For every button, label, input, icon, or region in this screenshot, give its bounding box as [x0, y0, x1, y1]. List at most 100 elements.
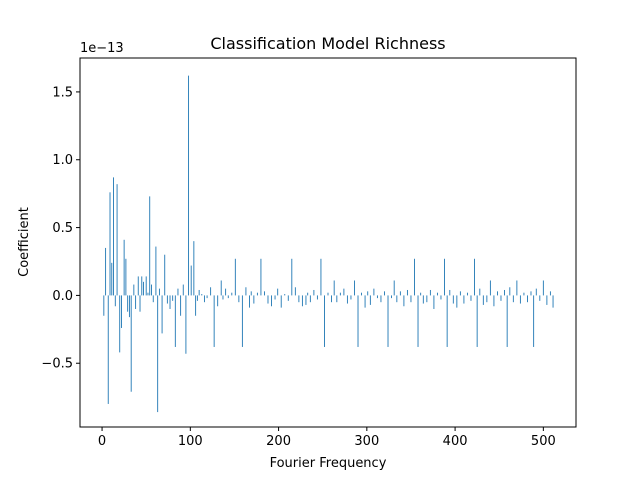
bar — [137, 276, 139, 296]
bar — [367, 291, 369, 296]
bar — [523, 292, 525, 296]
bar — [164, 254, 166, 296]
bar — [512, 295, 514, 303]
bar — [139, 295, 141, 312]
bar — [225, 288, 227, 296]
x-tick-label: 400 — [443, 434, 468, 449]
bar — [107, 295, 109, 404]
bar — [516, 280, 518, 296]
bar — [343, 288, 345, 296]
bar — [250, 291, 252, 296]
x-tick-label: 100 — [178, 434, 203, 449]
bar — [227, 295, 229, 299]
y-tick-label: 0.5 — [52, 221, 73, 236]
bar — [489, 280, 491, 296]
bar — [350, 295, 352, 300]
bar — [203, 295, 205, 303]
bar — [307, 292, 309, 296]
bar — [169, 295, 171, 309]
bar — [172, 295, 174, 301]
bar — [354, 280, 355, 296]
bar — [152, 295, 154, 303]
bar — [135, 295, 137, 309]
bar — [264, 291, 265, 296]
bar — [298, 295, 300, 303]
bar — [384, 291, 385, 296]
x-tick-label: 500 — [531, 434, 556, 449]
y-tick-label: −0.5 — [41, 357, 73, 372]
bar — [535, 288, 537, 296]
bar — [141, 276, 143, 296]
bar — [158, 288, 160, 296]
bar — [482, 295, 484, 305]
bar — [364, 295, 366, 308]
bar — [474, 258, 475, 296]
bar — [155, 246, 157, 296]
bar — [373, 288, 375, 296]
bar — [147, 292, 149, 296]
bar — [284, 294, 286, 296]
bar — [222, 295, 224, 300]
bar — [145, 276, 147, 296]
bar — [420, 292, 422, 296]
bar — [500, 295, 502, 301]
bar — [294, 287, 296, 296]
bar — [103, 295, 105, 316]
bar — [177, 288, 179, 296]
bar — [143, 281, 144, 296]
bar — [506, 295, 508, 347]
bar — [231, 292, 233, 296]
bar — [193, 241, 195, 296]
bar — [339, 292, 341, 296]
bar — [417, 295, 419, 347]
bar — [128, 295, 130, 318]
bar — [201, 294, 203, 296]
bar — [166, 295, 168, 304]
x-ticks-group: 0 100 200 300 400 500 — [98, 427, 556, 449]
bar — [313, 289, 315, 296]
bar — [249, 295, 250, 308]
bar — [403, 295, 405, 307]
bar — [519, 295, 521, 304]
bar — [190, 265, 192, 296]
bar — [380, 295, 382, 303]
bar — [476, 295, 478, 347]
bar — [320, 258, 322, 296]
bar — [324, 295, 325, 347]
bar — [399, 291, 401, 296]
bar — [174, 295, 176, 347]
x-tick-label: 200 — [266, 434, 291, 449]
bar — [429, 289, 431, 296]
bar — [133, 284, 135, 296]
bar — [198, 289, 200, 296]
bars-group — [103, 75, 554, 413]
bar — [127, 295, 129, 312]
bar — [331, 295, 332, 303]
bar — [130, 295, 132, 392]
y-axis-label: Coefficient — [17, 207, 32, 277]
bar — [213, 295, 215, 347]
bar — [479, 288, 481, 296]
bar — [256, 292, 258, 296]
bar — [414, 258, 415, 296]
bar — [433, 295, 435, 309]
bar — [274, 295, 276, 300]
bar — [151, 284, 152, 296]
bar — [280, 295, 282, 308]
bar — [267, 295, 269, 304]
bar — [245, 287, 247, 296]
bar — [422, 295, 424, 304]
bar — [220, 280, 222, 296]
plot-frame — [79, 57, 577, 428]
bar — [125, 258, 127, 296]
bar — [509, 287, 511, 296]
bar — [504, 289, 505, 296]
y-tick-label: 1.0 — [52, 153, 73, 168]
bar — [180, 295, 182, 316]
bar — [497, 291, 498, 296]
bar — [161, 295, 163, 334]
bar — [456, 295, 458, 308]
bar — [463, 295, 465, 304]
bar — [539, 295, 541, 301]
bar — [333, 280, 335, 296]
